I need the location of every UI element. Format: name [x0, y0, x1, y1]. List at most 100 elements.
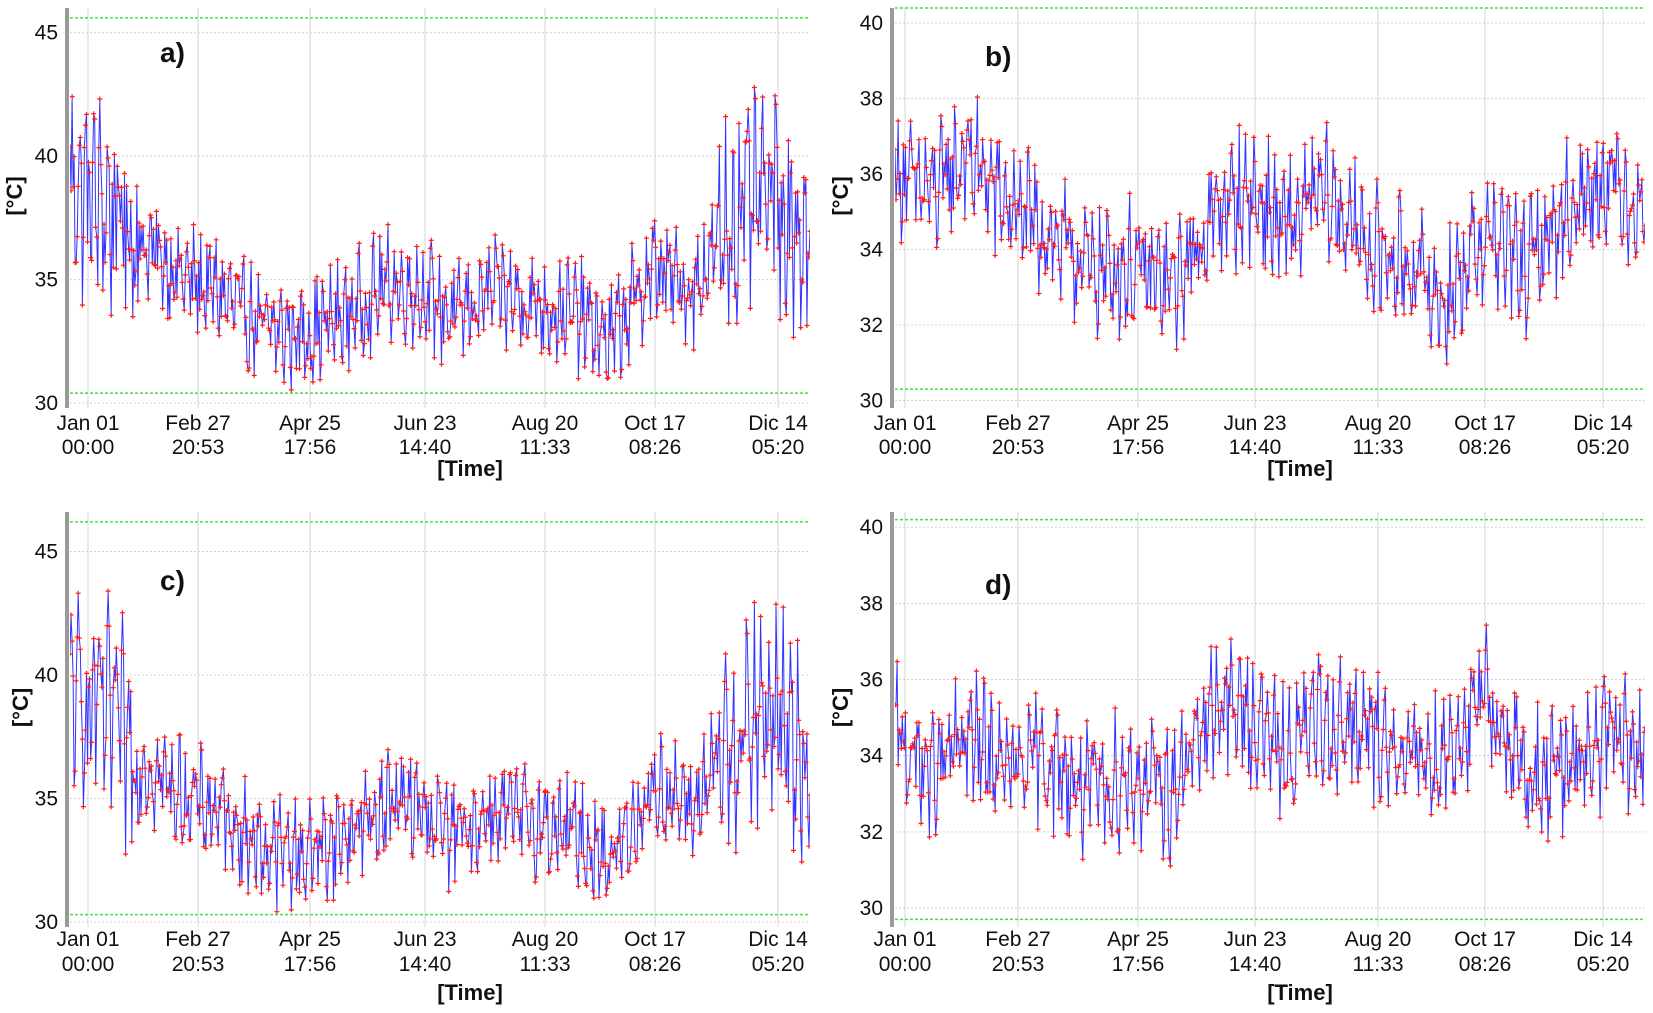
x-tick-label-date: Apr 25: [279, 928, 341, 951]
y-tick-label: 34: [860, 745, 884, 768]
x-tick-label-date: Jan 01: [873, 928, 936, 951]
series-line: [895, 625, 1645, 866]
x-tick-label-time: 11:33: [520, 953, 571, 976]
y-tick-label: 38: [860, 88, 883, 111]
panel-label: b): [985, 41, 1011, 72]
x-tick-label-time: 08:26: [629, 953, 682, 976]
x-tick-label-date: Apr 25: [279, 412, 341, 435]
y-axis-title: [°C]: [828, 688, 853, 727]
x-tick-label-time: 08:26: [1459, 953, 1512, 976]
x-tick-label-date: Jan 01: [56, 928, 119, 951]
y-axis-title: [°C]: [8, 688, 33, 727]
x-tick-label-time: 05:20: [752, 953, 805, 976]
y-tick-label: 35: [35, 788, 58, 811]
x-tick-label-time: 17:56: [1112, 436, 1165, 459]
x-tick-label-date: Oct 17: [624, 928, 686, 951]
series-markers: [895, 622, 1645, 869]
x-tick-label-time: 14:40: [399, 953, 452, 976]
x-tick-label-time: 08:26: [1459, 436, 1512, 459]
y-tick-label: 45: [35, 22, 58, 45]
x-tick-label-date: Jun 23: [1223, 928, 1286, 951]
y-tick-label: 40: [860, 516, 883, 539]
panel-label: c): [160, 565, 185, 596]
x-tick-label-time: 08:26: [629, 436, 682, 459]
y-tick-label: 34: [860, 239, 884, 262]
x-tick-label-time: 17:56: [1112, 953, 1165, 976]
x-tick-label-time: 17:56: [284, 953, 337, 976]
y-tick-label: 30: [35, 392, 58, 415]
x-tick-label-date: Jun 23: [393, 412, 456, 435]
y-tick-label: 35: [35, 269, 58, 292]
x-tick-label-date: Aug 20: [1345, 412, 1412, 435]
x-axis-title: [Time]: [1267, 980, 1333, 1005]
x-tick-label-time: 05:20: [1577, 953, 1630, 976]
x-tick-label-time: 00:00: [62, 436, 115, 459]
x-tick-label-date: Jan 01: [873, 412, 936, 435]
x-tick-label-time: 05:20: [752, 436, 805, 459]
series-markers: [70, 85, 810, 393]
x-tick-label-date: Feb 27: [985, 928, 1050, 951]
panel-label: d): [985, 569, 1011, 600]
x-tick-label-time: 17:56: [284, 436, 337, 459]
x-tick-label-time: 20:53: [172, 953, 225, 976]
x-tick-label-time: 00:00: [879, 953, 932, 976]
series-group: [895, 94, 1645, 367]
x-tick-label-date: Oct 17: [624, 412, 686, 435]
y-axis-bar: [890, 8, 894, 408]
x-tick-label-date: Apr 25: [1107, 928, 1169, 951]
x-tick-label-time: 00:00: [62, 953, 115, 976]
y-tick-label: 32: [860, 314, 883, 337]
series-markers: [70, 588, 810, 915]
x-tick-label-time: 20:53: [172, 436, 225, 459]
panel-label: a): [160, 37, 185, 68]
x-tick-label-time: 05:20: [1577, 436, 1630, 459]
x-tick-label-time: 14:40: [399, 436, 452, 459]
x-tick-label-date: Oct 17: [1454, 412, 1516, 435]
y-axis-bar: [65, 512, 69, 927]
x-tick-label-date: Feb 27: [985, 412, 1050, 435]
y-tick-label: 45: [35, 541, 58, 564]
x-tick-label-time: 14:40: [1229, 436, 1282, 459]
y-axis-bar: [890, 512, 894, 927]
x-tick-label-time: 11:33: [520, 436, 571, 459]
x-axis-title: [Time]: [437, 980, 503, 1005]
plot-area: [70, 512, 810, 927]
y-tick-label: 38: [860, 592, 883, 615]
y-tick-label: 32: [860, 821, 883, 844]
x-tick-label-date: Feb 27: [165, 412, 230, 435]
x-tick-label-time: 11:33: [1353, 436, 1404, 459]
x-tick-label-date: Apr 25: [1107, 412, 1169, 435]
x-tick-label-date: Dic 14: [1573, 928, 1633, 951]
y-tick-label: 30: [860, 389, 883, 412]
plot-area: [895, 512, 1645, 927]
series-group: [895, 622, 1645, 869]
plot-area: [70, 8, 810, 408]
x-tick-label-time: 00:00: [879, 436, 932, 459]
x-tick-label-date: Dic 14: [748, 928, 808, 951]
y-tick-label: 36: [860, 669, 883, 692]
x-tick-label-date: Feb 27: [165, 928, 230, 951]
x-tick-label-date: Aug 20: [512, 412, 579, 435]
x-tick-label-date: Aug 20: [512, 928, 579, 951]
y-tick-label: 40: [35, 664, 58, 687]
x-axis-title: [Time]: [437, 456, 503, 481]
x-tick-label-time: 20:53: [992, 436, 1045, 459]
y-axis-title: [°C]: [828, 176, 853, 215]
y-tick-label: 40: [860, 12, 883, 35]
x-tick-label-date: Jun 23: [1223, 412, 1286, 435]
x-tick-label-date: Oct 17: [1454, 928, 1516, 951]
x-tick-label-date: Jun 23: [393, 928, 456, 951]
x-tick-label-time: 11:33: [1353, 953, 1404, 976]
y-axis-bar: [65, 8, 69, 408]
series-group: [70, 588, 810, 915]
series-group: [70, 85, 810, 393]
y-axis-title: [°C]: [2, 176, 27, 215]
x-tick-label-time: 20:53: [992, 953, 1045, 976]
x-tick-label-time: 14:40: [1229, 953, 1282, 976]
x-tick-label-date: Dic 14: [1573, 412, 1633, 435]
